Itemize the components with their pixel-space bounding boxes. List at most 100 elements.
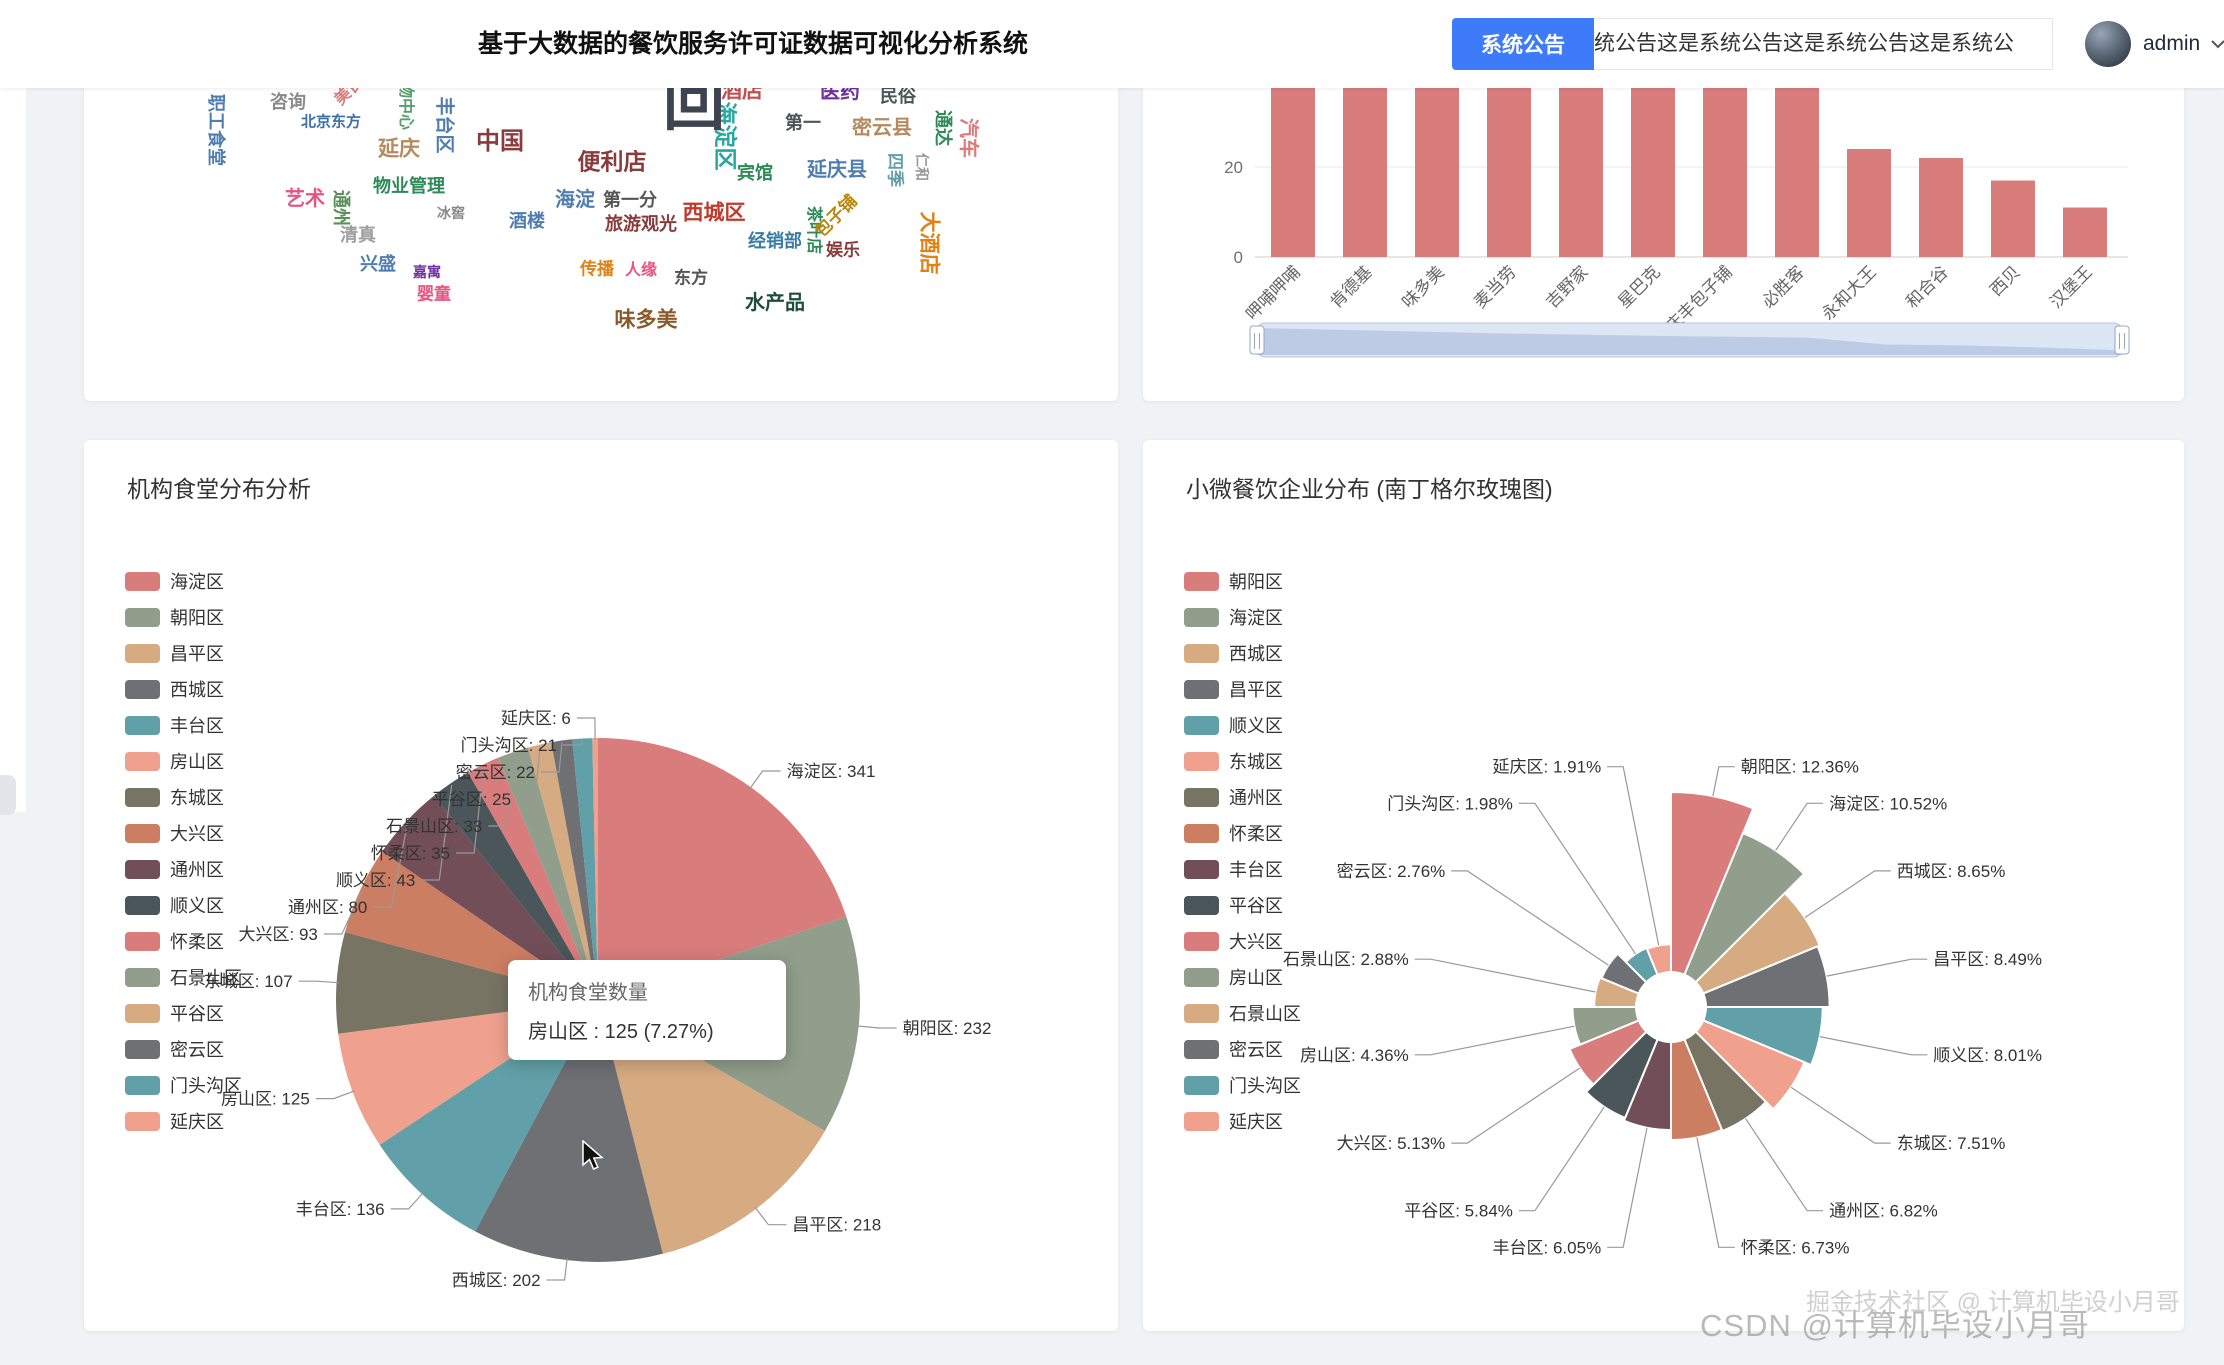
panel-title-small-catering: 小微餐饮企业分布 (南丁格尔玫瑰图): [1186, 476, 1553, 502]
svg-text:朝阳区: 232: 朝阳区: 232: [903, 1019, 992, 1038]
legend-item[interactable]: 丰台区: [1184, 859, 1301, 880]
username: admin: [2143, 32, 2201, 55]
rose-sector[interactable]: [1701, 944, 1831, 1008]
legend-item[interactable]: 密云区: [1184, 1039, 1301, 1060]
rose-sector[interactable]: [1645, 943, 1672, 977]
user-menu[interactable]: admin: [2085, 0, 2224, 88]
legend-item[interactable]: 石景山区: [125, 967, 242, 988]
rose-sector[interactable]: [1670, 790, 1755, 977]
legend-item[interactable]: 顺义区: [1184, 715, 1301, 736]
legend-item[interactable]: 密云区: [125, 1039, 242, 1060]
bar[interactable]: [1919, 158, 1963, 257]
pie-slice[interactable]: [475, 1000, 663, 1262]
legend-item[interactable]: 西城区: [1184, 643, 1301, 664]
bar[interactable]: [1631, 59, 1675, 257]
pie-slice[interactable]: [498, 747, 598, 1001]
rose-sector[interactable]: [1622, 1037, 1672, 1132]
rose-sector[interactable]: [1683, 831, 1806, 984]
legend-label: 石景山区: [1229, 1004, 1301, 1024]
svg-text:吉野家: 吉野家: [1542, 262, 1591, 311]
wordcloud-word: 海淀: [555, 189, 595, 211]
svg-text:平谷区: 5.84%: 平谷区: 5.84%: [1404, 1202, 1513, 1221]
legend-item[interactable]: 昌平区: [125, 643, 242, 664]
svg-text:门头沟区: 21: 门头沟区: 21: [461, 736, 557, 755]
svg-text:通州区: 6.82%: 通州区: 6.82%: [1829, 1202, 1938, 1221]
pie-slice[interactable]: [592, 738, 598, 1000]
legend-item[interactable]: 通州区: [125, 859, 242, 880]
legend-item[interactable]: 门头沟区: [1184, 1075, 1301, 1096]
pie-slice[interactable]: [551, 739, 598, 1000]
legend-item[interactable]: 房山区: [1184, 967, 1301, 988]
legend-label: 大兴区: [1229, 932, 1283, 952]
legend-label: 海淀区: [170, 572, 224, 592]
user-avatar[interactable]: [2085, 21, 2131, 67]
wordcloud-word: 仁和: [914, 153, 930, 181]
legend-item[interactable]: 朝阳区: [1184, 571, 1301, 592]
pie-slice[interactable]: [598, 738, 847, 1000]
legend-item[interactable]: 东城区: [125, 787, 242, 808]
pie-slice[interactable]: [598, 1000, 825, 1254]
svg-text:石景山区: 2.88%: 石景山区: 2.88%: [1283, 950, 1409, 969]
legend-label: 房山区: [1229, 968, 1283, 988]
pie-slice[interactable]: [528, 742, 598, 1000]
rose-sector[interactable]: [1584, 1030, 1659, 1120]
wordcloud-word: 旅游观光: [605, 214, 677, 234]
watermark-juejin: 掘金技术社区 @ 计算机毕设小月哥: [1806, 1289, 2180, 1316]
legend-item[interactable]: 延庆区: [1184, 1111, 1301, 1132]
legend-label: 延庆区: [170, 1112, 224, 1132]
pie-slice[interactable]: [382, 795, 598, 1000]
legend-item[interactable]: 东城区: [1184, 751, 1301, 772]
chevron-down-icon: [2211, 40, 2224, 49]
legend-swatch: [1184, 1003, 1219, 1023]
rose-sector[interactable]: [1683, 1030, 1768, 1133]
legend-swatch: [125, 1003, 160, 1023]
rose-sector[interactable]: [1694, 1019, 1806, 1111]
legend-item[interactable]: 西城区: [125, 679, 242, 700]
legend-item[interactable]: 顺义区: [125, 895, 242, 916]
rose-sector[interactable]: [1694, 891, 1822, 995]
bar[interactable]: [1991, 180, 2035, 258]
legend-swatch: [1184, 1111, 1219, 1131]
bar[interactable]: [1775, 77, 1819, 257]
legend-item[interactable]: 房山区: [125, 751, 242, 772]
wordcloud-word: 延庆县: [807, 159, 867, 181]
sidebar-toggle-handle[interactable]: [0, 775, 16, 815]
legend-item[interactable]: 石景山区: [1184, 1003, 1301, 1024]
bar[interactable]: [1703, 68, 1747, 257]
pie-slice[interactable]: [572, 738, 598, 1000]
announcement-button[interactable]: 系统公告: [1452, 18, 1594, 70]
legend-item[interactable]: 大兴区: [125, 823, 242, 844]
rose-sector[interactable]: [1670, 1037, 1724, 1142]
legend-item[interactable]: 朝阳区: [125, 607, 242, 628]
legend-item[interactable]: 海淀区: [125, 571, 242, 592]
bar[interactable]: [1847, 149, 1891, 257]
bar[interactable]: [2063, 207, 2107, 258]
pie-slice[interactable]: [468, 757, 598, 1000]
legend-item[interactable]: 门头沟区: [125, 1075, 242, 1096]
legend-item[interactable]: 平谷区: [1184, 895, 1301, 916]
legend-item[interactable]: 平谷区: [125, 1003, 242, 1024]
legend-item[interactable]: 怀柔区: [125, 931, 242, 952]
datazoom-handle[interactable]: [2114, 325, 2130, 355]
wordcloud-word: 延庆: [378, 137, 420, 161]
pie-slice[interactable]: [434, 772, 598, 1001]
datazoom-handle[interactable]: [1249, 325, 1265, 355]
legend-item[interactable]: 大兴区: [1184, 931, 1301, 952]
legend-item[interactable]: 昌平区: [1184, 679, 1301, 700]
legend-item[interactable]: 通州区: [1184, 787, 1301, 808]
svg-text:密云区: 22: 密云区: 22: [456, 763, 535, 782]
legend-swatch: [125, 1075, 160, 1095]
legend-label: 昌平区: [1229, 680, 1283, 700]
svg-text:朝阳区: 12.36%: 朝阳区: 12.36%: [1741, 758, 1859, 777]
legend-item[interactable]: 丰台区: [125, 715, 242, 736]
legend-label: 昌平区: [170, 644, 224, 664]
svg-text:通州区: 80: 通州区: 80: [288, 898, 367, 917]
svg-text:肯德基: 肯德基: [1326, 262, 1375, 311]
wordcloud-word: 味多美: [614, 308, 678, 332]
rose-sector[interactable]: [1701, 1006, 1824, 1067]
legend-item[interactable]: 海淀区: [1184, 607, 1301, 628]
legend-item[interactable]: 延庆区: [125, 1111, 242, 1132]
wordcloud-word: 民俗: [880, 86, 916, 106]
legend-item[interactable]: 怀柔区: [1184, 823, 1301, 844]
wordcloud-word: 第一: [785, 113, 821, 133]
